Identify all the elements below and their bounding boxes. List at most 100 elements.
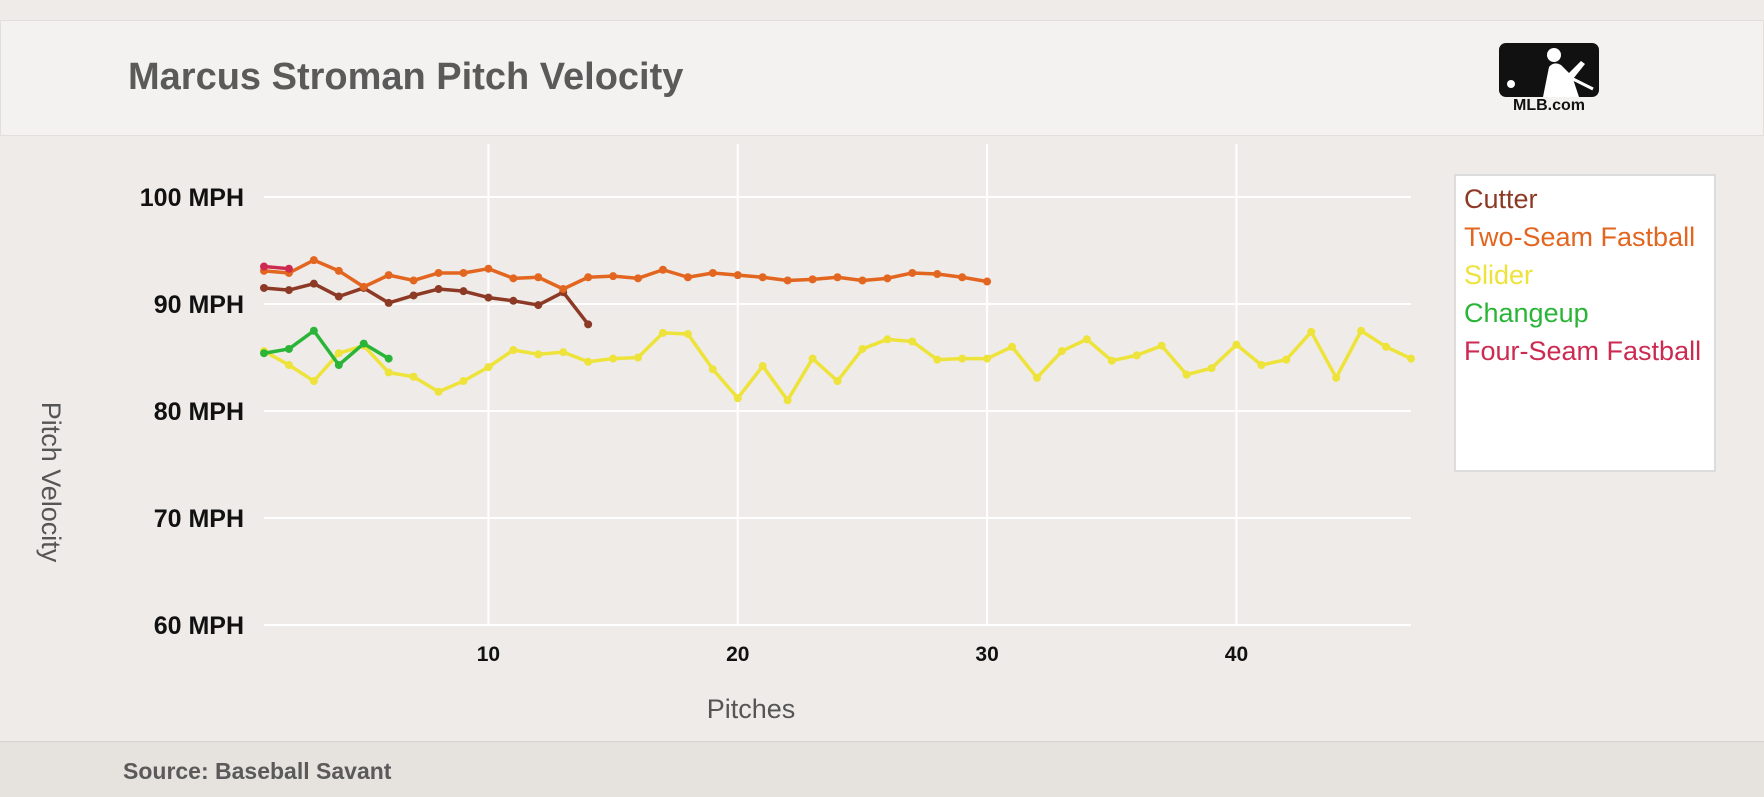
chart-title: Marcus Stroman Pitch Velocity bbox=[128, 56, 684, 98]
x-axis-label: Pitches bbox=[707, 694, 796, 724]
x-tick-label: 20 bbox=[726, 643, 749, 666]
data-point bbox=[783, 396, 792, 405]
data-point bbox=[1182, 370, 1191, 379]
data-point bbox=[808, 354, 817, 363]
data-point bbox=[634, 274, 643, 283]
y-axis-label: Pitch Velocity bbox=[36, 402, 66, 563]
data-point bbox=[1082, 335, 1091, 344]
axis-labels: 60 MPH 70 MPH 80 MPH 90 MPH 100 MPH 10 20 30 40 P… bbox=[36, 184, 1248, 724]
data-point bbox=[260, 262, 268, 271]
data-point bbox=[1257, 360, 1266, 369]
data-point bbox=[1282, 355, 1291, 364]
data-point bbox=[908, 268, 917, 277]
data-point bbox=[459, 377, 468, 386]
data-point bbox=[359, 339, 368, 348]
data-point bbox=[309, 279, 318, 288]
data-point bbox=[833, 377, 842, 386]
data-point bbox=[658, 328, 667, 337]
y-tick-label: 90 MPH bbox=[154, 291, 244, 319]
data-point bbox=[1232, 340, 1241, 349]
data-point bbox=[1357, 326, 1366, 335]
data-point bbox=[1057, 347, 1066, 356]
data-point bbox=[1332, 373, 1341, 382]
data-point bbox=[758, 273, 767, 282]
data-point bbox=[409, 276, 418, 285]
y-tick-label: 80 MPH bbox=[154, 398, 244, 426]
data-point bbox=[434, 268, 443, 277]
data-point bbox=[1107, 356, 1116, 365]
data-point bbox=[933, 270, 942, 279]
data-point bbox=[534, 350, 543, 359]
data-point bbox=[833, 273, 842, 282]
data-point bbox=[634, 353, 643, 362]
data-point bbox=[1132, 351, 1141, 360]
data-point bbox=[883, 335, 892, 344]
data-point bbox=[384, 368, 393, 377]
data-point bbox=[434, 387, 443, 396]
data-point bbox=[708, 365, 717, 374]
data-point bbox=[584, 273, 593, 282]
data-point bbox=[334, 360, 343, 369]
data-point bbox=[459, 268, 468, 277]
legend-item: Changeup bbox=[1464, 298, 1589, 328]
data-point bbox=[284, 344, 293, 353]
data-point bbox=[384, 271, 393, 280]
mlb-batter-logo-icon bbox=[1499, 43, 1599, 97]
data-point bbox=[983, 277, 992, 286]
data-point bbox=[434, 285, 443, 294]
data-point bbox=[658, 265, 667, 274]
series-group bbox=[260, 256, 1415, 405]
data-point bbox=[484, 293, 493, 302]
data-point bbox=[858, 344, 867, 353]
data-point bbox=[284, 360, 293, 369]
data-point bbox=[584, 320, 593, 329]
legend: Cutter Two-Seam Fastball Slider Changeup Fou… bbox=[1454, 174, 1716, 472]
data-point bbox=[284, 286, 293, 295]
data-point bbox=[609, 354, 618, 363]
series-line bbox=[263, 264, 290, 271]
x-tick-label: 40 bbox=[1225, 643, 1248, 666]
data-point bbox=[733, 271, 742, 280]
velocity-chart: 60 MPH 70 MPH 80 MPH 90 MPH 100 MPH 10 20 30 40 P… bbox=[36, 144, 1415, 724]
data-point bbox=[1382, 342, 1391, 351]
data-point bbox=[584, 357, 593, 366]
y-tick-label: 70 MPH bbox=[154, 505, 244, 533]
data-point bbox=[683, 329, 692, 338]
data-point bbox=[384, 298, 393, 307]
y-tick-label: 100 MPH bbox=[140, 184, 244, 212]
data-point bbox=[908, 337, 917, 346]
data-point bbox=[559, 285, 568, 294]
data-point bbox=[683, 273, 692, 282]
data-point bbox=[509, 274, 518, 283]
footer: Source: Baseball Savant bbox=[0, 741, 1764, 797]
legend-item: Cutter bbox=[1464, 184, 1538, 214]
data-point bbox=[534, 273, 543, 282]
y-tick-label: 60 MPH bbox=[154, 612, 244, 640]
data-point bbox=[484, 264, 493, 273]
data-point bbox=[958, 273, 967, 282]
data-point bbox=[309, 377, 318, 386]
data-point bbox=[958, 354, 967, 363]
mlb-logo: MLB.com bbox=[1499, 43, 1599, 119]
series-changeup bbox=[260, 326, 393, 369]
data-point bbox=[609, 272, 618, 281]
x-tick-label: 30 bbox=[975, 643, 998, 666]
data-point bbox=[783, 276, 792, 285]
data-point bbox=[758, 362, 767, 371]
series-slider bbox=[260, 326, 1415, 405]
data-point bbox=[509, 296, 518, 305]
data-point bbox=[808, 275, 817, 284]
data-point bbox=[459, 287, 468, 296]
logo-text: MLB.com bbox=[1513, 97, 1585, 114]
data-point bbox=[334, 292, 343, 301]
data-point bbox=[1157, 341, 1166, 350]
data-point bbox=[309, 256, 318, 265]
data-point bbox=[260, 283, 268, 292]
data-point bbox=[384, 354, 393, 363]
data-point bbox=[1207, 364, 1216, 373]
data-point bbox=[733, 394, 742, 403]
data-point bbox=[284, 264, 293, 273]
series-line bbox=[263, 258, 988, 291]
legend-item: Two-Seam Fastball bbox=[1464, 222, 1696, 252]
data-point bbox=[1307, 327, 1316, 336]
